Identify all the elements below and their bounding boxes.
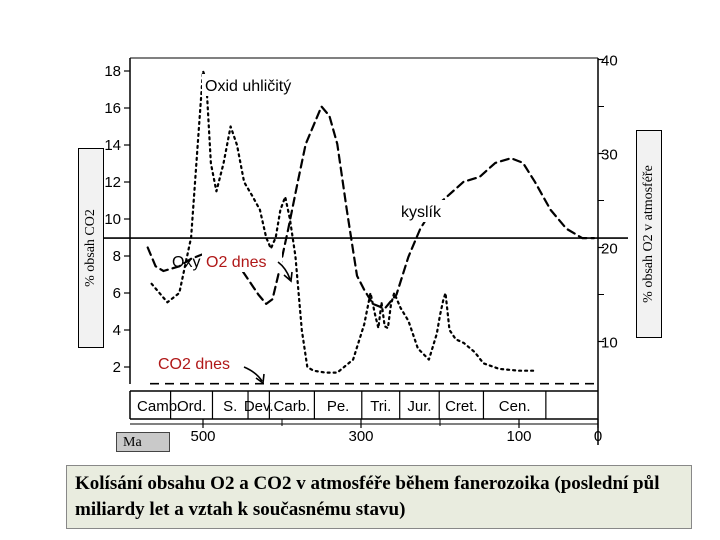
period-label: Tri. — [370, 398, 391, 415]
left-tick-label: 18 — [104, 63, 121, 80]
period-label: S. — [223, 398, 237, 415]
right-axis-label-box: % obsah O2 v atmosféře — [636, 130, 662, 338]
caption-box: Kolísání obsahu O2 a CO2 v atmosféře běh… — [66, 465, 692, 529]
o2-label-bg — [398, 200, 456, 222]
period-label: Ord. — [177, 398, 206, 415]
period-label: Cret. — [445, 398, 478, 415]
left-tick-label: 2 — [113, 359, 121, 376]
right-tick-label: 40 — [601, 53, 618, 70]
right-tick-label: 20 — [601, 241, 618, 258]
left-tick-label: 14 — [104, 137, 121, 154]
co2-series-label: Oxid uhličitý — [205, 78, 291, 95]
period-label: Dev. — [244, 398, 274, 415]
period-label: Jur. — [407, 398, 431, 415]
left-tick-label: 12 — [104, 174, 121, 191]
right-axis-label: % obsah O2 v atmosféře — [641, 165, 657, 303]
left-tick-label: 16 — [104, 100, 121, 117]
o2-today-label: O2 dnes — [206, 254, 266, 271]
period-label: Cen. — [499, 398, 531, 415]
x-tick-label: 100 — [506, 428, 531, 445]
right-tick-label: 30 — [601, 147, 618, 164]
right-tick-label: 10 — [601, 335, 618, 352]
period-label: Carb. — [274, 398, 311, 415]
period-label: Pe. — [327, 398, 350, 415]
left-axis-label-box: % obsah CO2 — [78, 148, 104, 348]
o2-today-arrow — [277, 261, 291, 280]
o2-today-label-bg — [202, 250, 282, 272]
co2-today-label: CO2 dnes — [158, 356, 230, 373]
co2-today-arrow — [243, 366, 263, 382]
left-tick-label: 10 — [104, 211, 121, 228]
co2-today-arrowhead — [255, 373, 265, 385]
co2-label-bg — [202, 74, 314, 96]
period-label: Camb. — [137, 398, 181, 415]
x-tick-label: 300 — [348, 428, 373, 445]
oxy-fragment-label: Oxy — [172, 254, 200, 271]
x-unit-label: Ma — [116, 432, 170, 452]
left-axis-label: % obsah CO2 — [83, 209, 98, 287]
left-tick-label: 6 — [113, 285, 121, 302]
o2-series-line — [146, 105, 596, 310]
co2-series-line — [150, 69, 536, 374]
o2-series-label: kyslík — [401, 204, 442, 221]
x-tick-label: 0 — [594, 428, 602, 445]
left-tick-label: 4 — [113, 322, 121, 339]
x-tick-label: 500 — [190, 428, 215, 445]
o2-today-arrowhead — [283, 271, 293, 283]
left-tick-label: 8 — [113, 248, 121, 265]
